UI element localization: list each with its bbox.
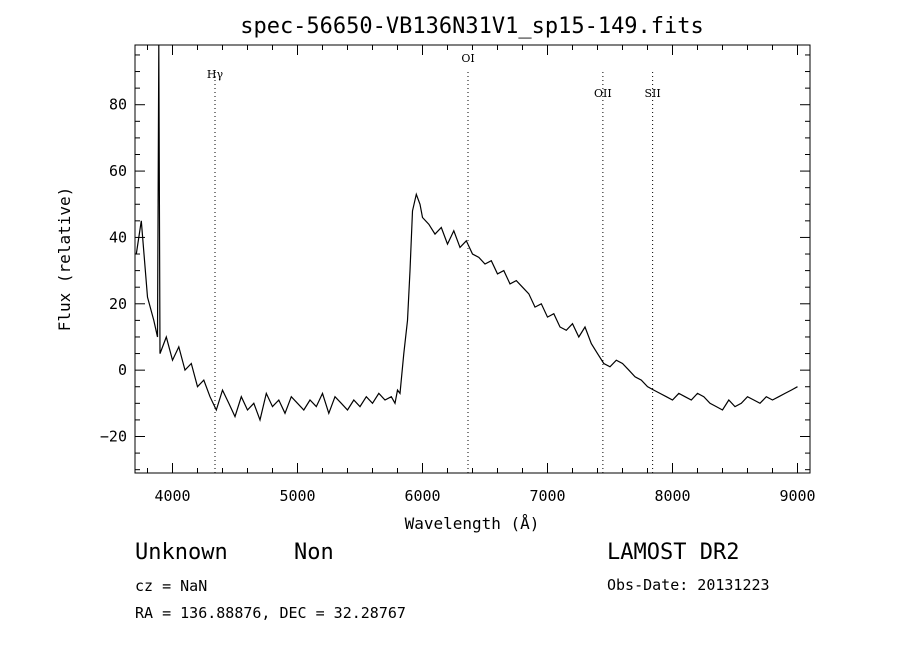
x-axis-label: Wavelength (Å) (405, 514, 540, 533)
cz-text: cz = NaN (135, 577, 208, 595)
y-tick-label: 40 (109, 228, 127, 246)
class-label: Unknown (135, 540, 228, 565)
y-axis: −20 0 20 40 60 80 (100, 54, 810, 471)
survey-label: LAMOST DR2 (607, 540, 740, 565)
series-line-0 (135, 44, 798, 422)
y-tick-label: −20 (100, 428, 127, 446)
y-tick-label: 20 (109, 295, 127, 313)
line-label: Hγ (207, 68, 224, 81)
y-tick-label: 0 (118, 361, 127, 379)
coords-text: RA = 136.88876, DEC = 32.28767 (135, 604, 406, 622)
y-tick-label: 60 (109, 162, 127, 180)
y-axis-label: Flux (relative) (55, 187, 74, 332)
subclass-label: Non (294, 540, 334, 565)
chart-title: spec-56650-VB136N31V1_sp15-149.fits (240, 14, 704, 39)
spectrum-series (135, 44, 798, 422)
line-label: OI (461, 52, 474, 65)
x-tick-label: 6000 (404, 487, 440, 505)
y-tick-label: 80 (109, 96, 127, 114)
x-tick-label: 4000 (154, 487, 190, 505)
spectral-line-markers: Hγ OI OII SII (207, 52, 661, 473)
plot-frame (134, 44, 811, 474)
x-tick-label: 5000 (279, 487, 315, 505)
x-tick-label: 9000 (779, 487, 815, 505)
line-label: SII (645, 87, 661, 100)
x-tick-label: 8000 (654, 487, 690, 505)
x-tick-label: 7000 (529, 487, 565, 505)
obs-date-text: Obs-Date: 20131223 (607, 576, 770, 594)
x-axis: 4000 5000 6000 7000 8000 9000 (147, 45, 816, 505)
line-label: OII (594, 87, 612, 100)
